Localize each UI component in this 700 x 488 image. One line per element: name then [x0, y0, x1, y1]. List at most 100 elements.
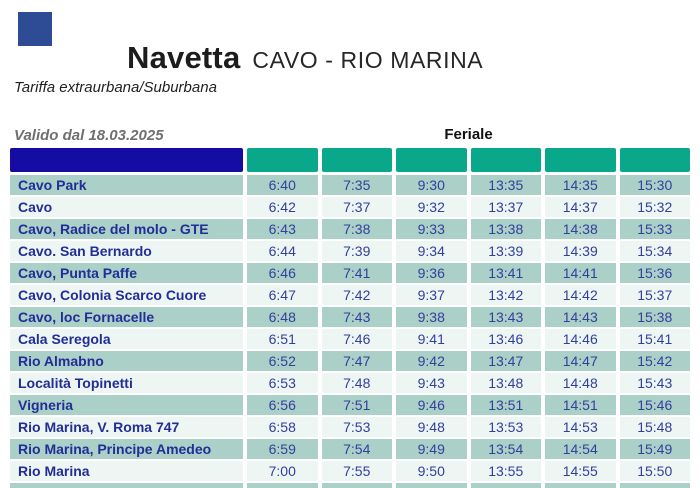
departure-time: 6:59: [247, 439, 318, 459]
station-name: Rio Marina, V. Roma 747: [10, 417, 243, 437]
departure-time: 7:48: [321, 373, 392, 393]
route-name: CAVO - RIO MARINA: [252, 47, 484, 73]
timetable: Cavo Park 6:40 7:35 9:30 13:35 14:35 15:…: [10, 148, 690, 488]
departure-time: 14:42: [545, 285, 616, 305]
departure-time: 7:54: [321, 439, 392, 459]
station-name: Rio Marina, Principe Amedeo: [10, 439, 243, 459]
departure-time: 14:41: [545, 263, 616, 283]
departure-time: 7:37: [321, 197, 392, 217]
departure-time: 14:35: [545, 175, 616, 195]
departure-time: 9:33: [396, 219, 467, 239]
departure-time: 6:46: [247, 263, 318, 283]
station-name: Cavo. San Bernardo: [10, 241, 243, 261]
station-column-header: [10, 148, 243, 172]
departure-time: 14:37: [545, 197, 616, 217]
departure-time: 13:46: [470, 329, 541, 349]
departure-time: 15:43: [619, 373, 690, 393]
station-name: Cavo, Colonia Scarco Cuore: [10, 285, 243, 305]
departure-time: 15:41: [619, 329, 690, 349]
departure-time: 14:46: [545, 329, 616, 349]
station-name: Cavo Park: [10, 175, 243, 195]
timetable-row: Vigneria 6:56 7:51 9:46 13:51 14:51 15:4…: [10, 395, 690, 415]
departure-time: 7:38: [321, 219, 392, 239]
departure-time: 7:43: [321, 307, 392, 327]
departure-time: 13:53: [470, 417, 541, 437]
time-column-header-6: [619, 148, 690, 172]
station-name: Località Topinetti: [10, 373, 243, 393]
valid-from-label: Valido dal 18.03.2025: [14, 127, 164, 144]
departure-time: 6:40: [247, 175, 318, 195]
timetable-header-row: [10, 148, 690, 172]
departure-time: 6:58: [247, 417, 318, 437]
departure-time: 13:39: [470, 241, 541, 261]
departure-time: 7:55: [321, 461, 392, 481]
departure-time: 13:41: [470, 263, 541, 283]
departure-time: 13:43: [470, 307, 541, 327]
departure-time: 13:48: [470, 373, 541, 393]
departure-time: 13:38: [470, 219, 541, 239]
departure-time: 14:53: [545, 417, 616, 437]
departure-time: 6:47: [247, 285, 318, 305]
departure-time: 7:00: [247, 461, 318, 481]
timetable-row: Rio Marina, V. Roma 747 6:58 7:53 9:48 1…: [10, 417, 690, 437]
departure-time: 13:35: [470, 175, 541, 195]
departure-time: 13:54: [470, 439, 541, 459]
departure-time: 9:32: [396, 197, 467, 217]
timetable-row: Cavo, Radice del molo - GTE 6:43 7:38 9:…: [10, 219, 690, 239]
tariff-subtitle: Tariffa extraurbana/Suburbana: [14, 79, 217, 96]
departure-time: 7:35: [321, 175, 392, 195]
departure-time: 9:49: [396, 439, 467, 459]
service-type-label: Feriale: [444, 126, 493, 143]
departure-time: 15:50: [619, 461, 690, 481]
timetable-body: Cavo Park 6:40 7:35 9:30 13:35 14:35 15:…: [10, 175, 690, 481]
departure-time: 15:33: [619, 219, 690, 239]
departure-time: 9:36: [396, 263, 467, 283]
departure-time: 13:55: [470, 461, 541, 481]
departure-time: 15:36: [619, 263, 690, 283]
departure-time: 7:53: [321, 417, 392, 437]
departure-time: 6:56: [247, 395, 318, 415]
time-column-header-5: [545, 148, 616, 172]
departure-time: 6:42: [247, 197, 318, 217]
departure-time: 9:34: [396, 241, 467, 261]
departure-time: 9:48: [396, 417, 467, 437]
departure-time: 6:44: [247, 241, 318, 261]
time-column-header-1: [247, 148, 318, 172]
station-name: Cavo, Radice del molo - GTE: [10, 219, 243, 239]
departure-time: 9:43: [396, 373, 467, 393]
station-name: Cala Seregola: [10, 329, 243, 349]
departure-time: 7:42: [321, 285, 392, 305]
departure-time: 9:50: [396, 461, 467, 481]
departure-time: 15:48: [619, 417, 690, 437]
departure-time: 15:37: [619, 285, 690, 305]
departure-time: 6:51: [247, 329, 318, 349]
departure-time: 14:55: [545, 461, 616, 481]
departure-time: 15:42: [619, 351, 690, 371]
departure-time: 14:39: [545, 241, 616, 261]
timetable-row: Rio Marina, Principe Amedeo 6:59 7:54 9:…: [10, 439, 690, 459]
station-name: Rio Marina: [10, 461, 243, 481]
timetable-row: Rio Almabno 6:52 7:47 9:42 13:47 14:47 1…: [10, 351, 690, 371]
station-name: Cavo, loc Fornacelle: [10, 307, 243, 327]
departure-time: 14:54: [545, 439, 616, 459]
departure-time: 6:52: [247, 351, 318, 371]
departure-time: 14:48: [545, 373, 616, 393]
departure-time: 13:47: [470, 351, 541, 371]
station-name: Cavo: [10, 197, 243, 217]
timetable-row: Cavo 6:42 7:37 9:32 13:37 14:37 15:32: [10, 197, 690, 217]
timetable-row: Cavo Park 6:40 7:35 9:30 13:35 14:35 15:…: [10, 175, 690, 195]
station-name: Rio Almabno: [10, 351, 243, 371]
operator-logo: [18, 12, 52, 46]
departure-time: 13:51: [470, 395, 541, 415]
departure-time: 15:49: [619, 439, 690, 459]
station-name: Vigneria: [10, 395, 243, 415]
departure-time: 6:48: [247, 307, 318, 327]
departure-time: 14:51: [545, 395, 616, 415]
departure-time: 7:47: [321, 351, 392, 371]
service-name: Navetta: [127, 40, 241, 75]
departure-time: 9:37: [396, 285, 467, 305]
departure-time: 14:43: [545, 307, 616, 327]
departure-time: 15:30: [619, 175, 690, 195]
departure-time: 15:46: [619, 395, 690, 415]
